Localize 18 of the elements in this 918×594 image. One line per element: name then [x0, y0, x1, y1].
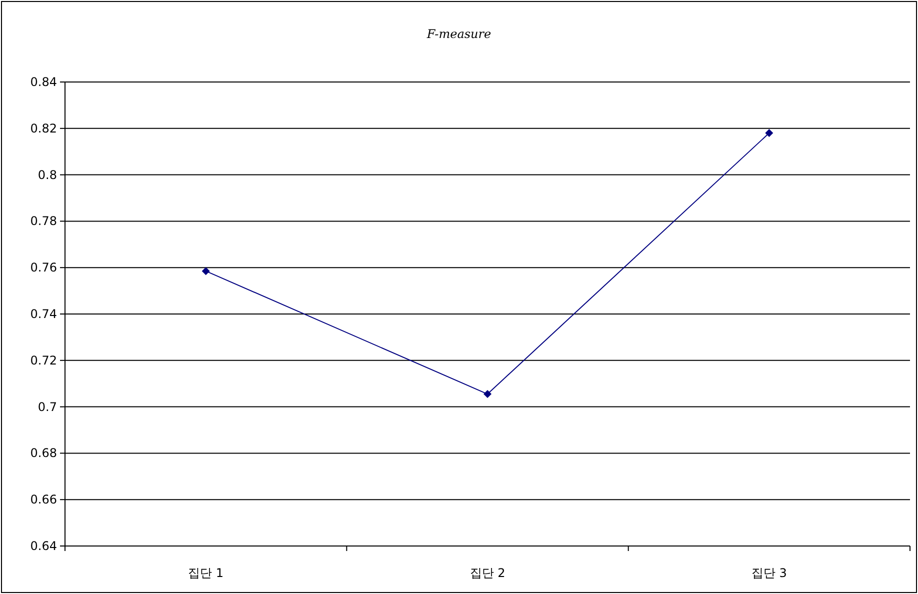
- y-tick-label: 0.78: [30, 214, 57, 228]
- y-tick-label: 0.7: [38, 400, 57, 414]
- y-tick-label: 0.84: [30, 75, 57, 89]
- y-tick-label: 0.64: [30, 539, 57, 553]
- y-tick-label: 0.8: [38, 168, 57, 182]
- chart-title: F-measure: [426, 27, 492, 41]
- y-tick-label: 0.82: [30, 121, 57, 136]
- point: [484, 390, 492, 398]
- y-tick-label: 0.72: [30, 353, 57, 368]
- point: [202, 267, 210, 276]
- point: [765, 129, 774, 138]
- y-tick-label: 0.76: [30, 260, 57, 275]
- y-tick-label: 0.74: [30, 307, 57, 321]
- x-tick-label: 집단 2: [470, 566, 506, 580]
- y-tick-label: 0.68: [30, 446, 57, 460]
- x-tick-label: 집단 1: [188, 566, 224, 580]
- y-tick-label: 0.66: [30, 492, 57, 507]
- x-tick-label: 집단 3: [751, 566, 787, 580]
